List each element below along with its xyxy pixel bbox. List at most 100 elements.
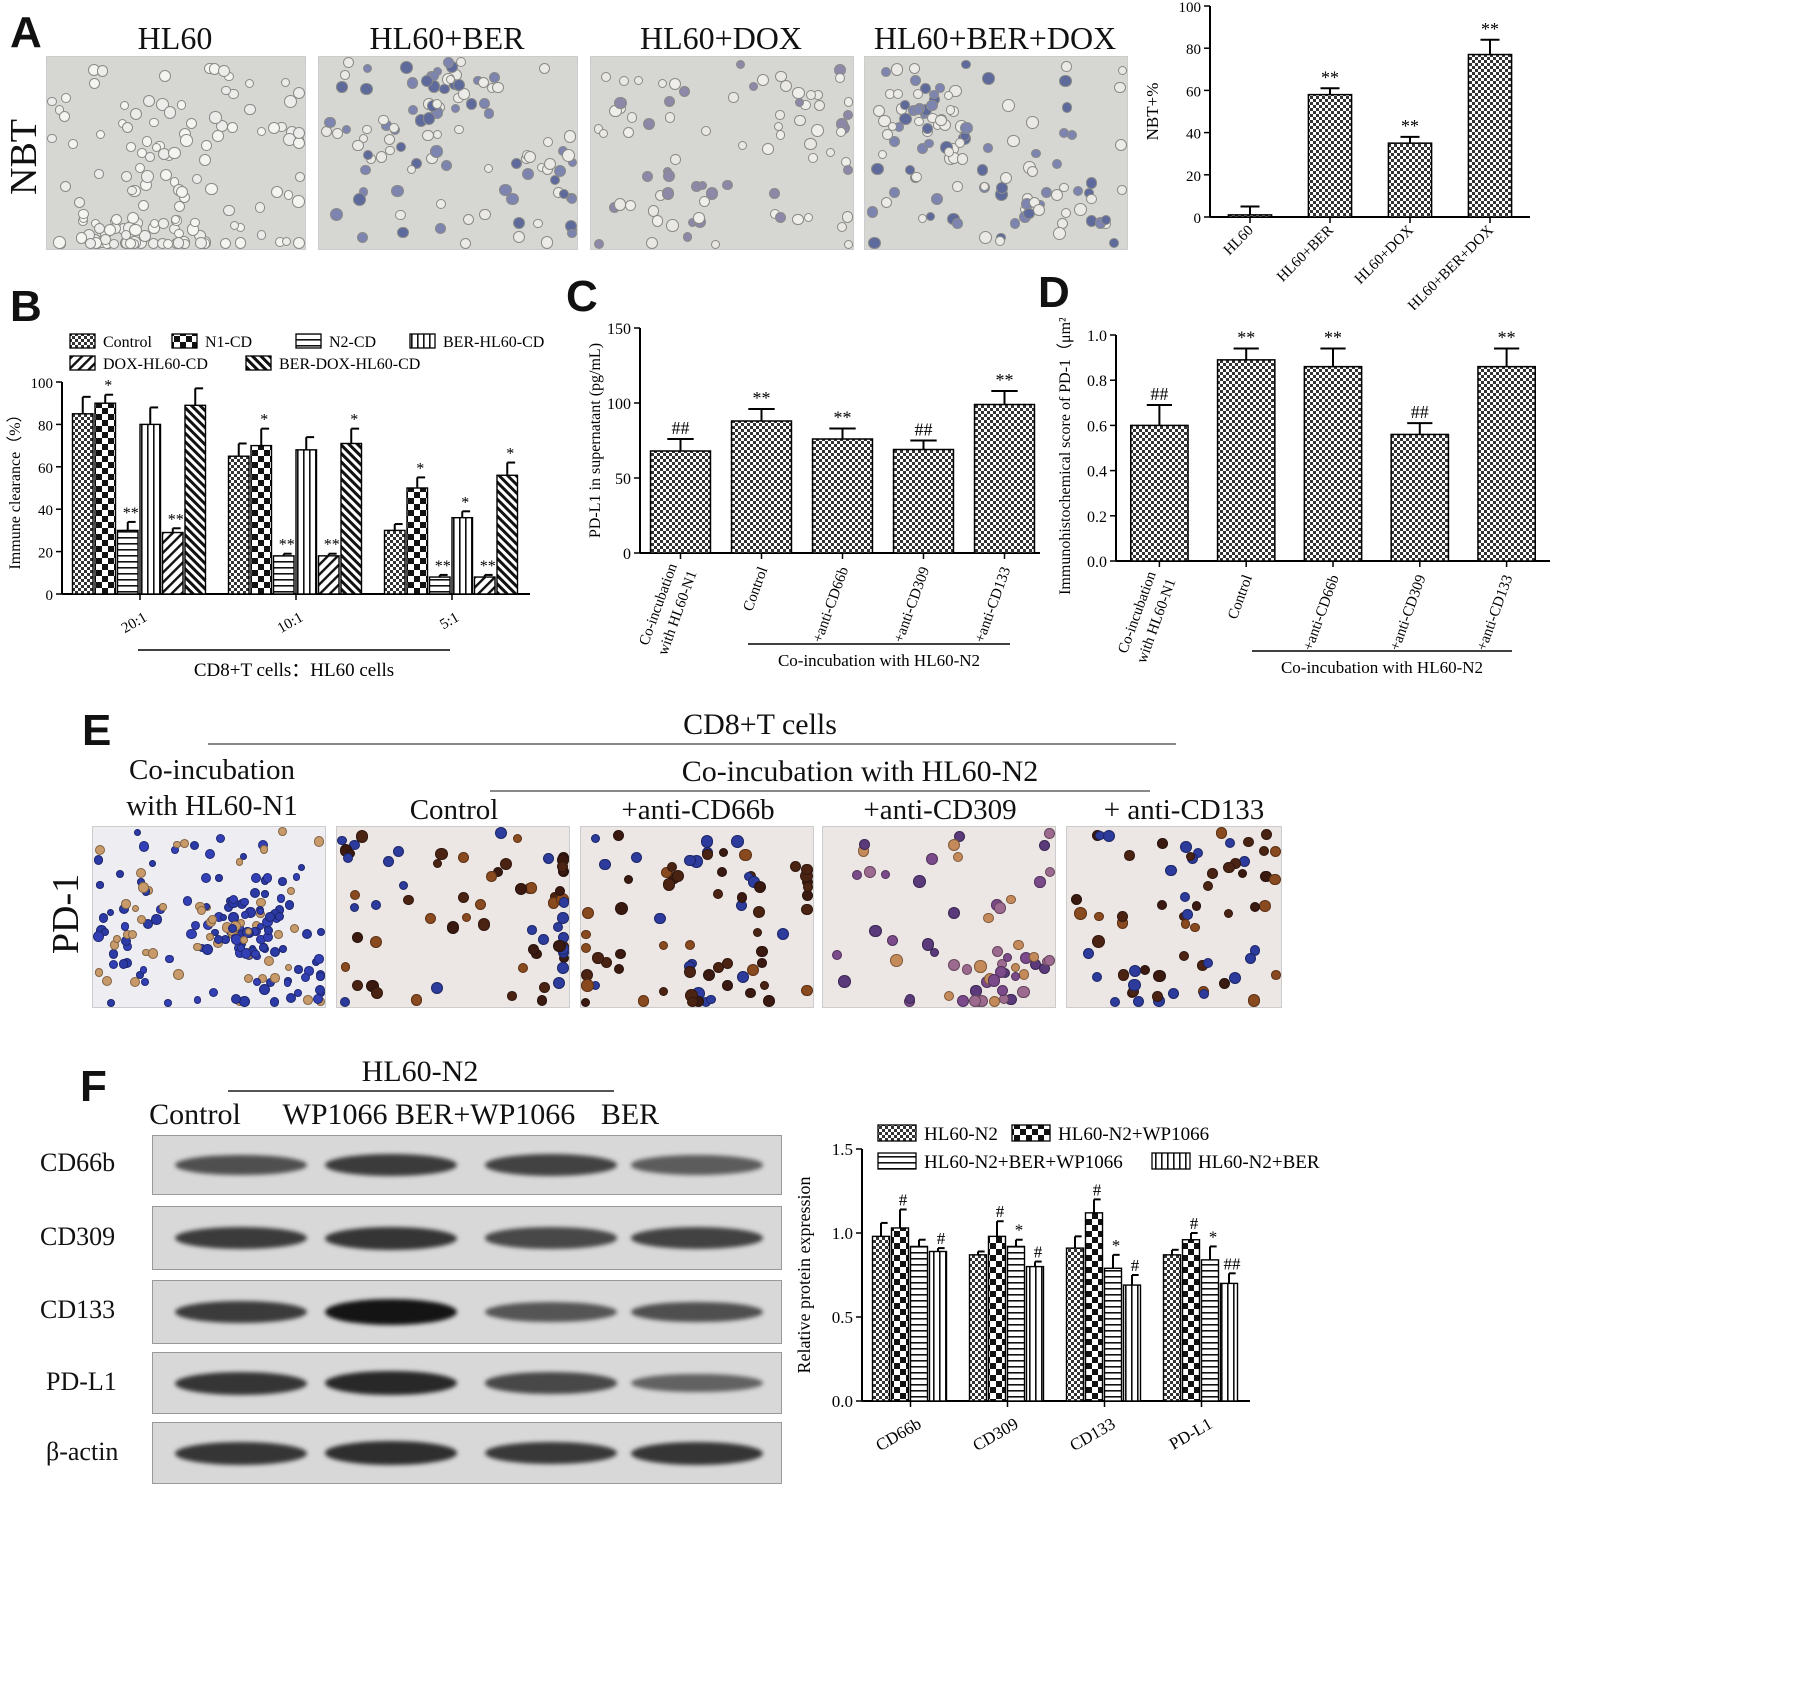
cell — [141, 169, 155, 183]
cell — [955, 138, 966, 149]
significance-label: # — [1034, 1243, 1043, 1262]
cell — [435, 847, 448, 861]
legend-swatch-hl60-n2-ber-wp1066 — [877, 1152, 917, 1170]
cell — [94, 844, 106, 855]
cell — [241, 910, 250, 919]
cell — [256, 907, 264, 916]
cell — [913, 116, 924, 127]
cell — [1118, 969, 1130, 981]
panel-label-f: F — [80, 1062, 107, 1111]
cell — [543, 157, 556, 170]
cell — [599, 858, 611, 870]
bar-anti-cd66b — [1303, 365, 1363, 562]
panel-label-a: A — [10, 8, 42, 57]
cell — [514, 883, 527, 896]
cell — [1033, 203, 1046, 216]
cell — [752, 928, 762, 938]
x-tick-label: PD-L1 — [1166, 1414, 1216, 1454]
legend-swatch-ber-hl60-cd — [409, 333, 436, 349]
cell — [683, 966, 696, 979]
cell — [801, 863, 813, 876]
cell — [952, 218, 963, 229]
e-subheader-line — [490, 790, 1150, 792]
cell — [983, 143, 993, 154]
cell — [1062, 102, 1073, 113]
cell — [1237, 868, 1248, 879]
cell — [912, 875, 926, 889]
cell — [120, 100, 130, 110]
bar-dox-hl60-cd-20-1 — [161, 531, 184, 595]
cell — [553, 939, 566, 953]
cell — [474, 898, 487, 910]
cell — [107, 998, 116, 1007]
cell — [780, 79, 793, 93]
cell — [1006, 894, 1017, 905]
cell — [282, 237, 292, 247]
y-tick-label: 100 — [1179, 0, 1202, 16]
cell — [136, 914, 146, 924]
x-tick-label: HL60+DOX — [1352, 222, 1417, 287]
cell — [952, 851, 963, 863]
significance-label: ## — [1150, 384, 1168, 404]
bar-control-5-1 — [383, 529, 406, 595]
cell — [983, 913, 994, 924]
cell — [643, 117, 655, 130]
cell — [262, 872, 273, 883]
panel-label-b: B — [10, 282, 42, 331]
cell — [330, 208, 344, 222]
cell — [661, 187, 675, 200]
cell — [614, 96, 627, 110]
cell — [1151, 991, 1163, 1002]
cell — [96, 881, 104, 889]
cell — [536, 995, 548, 1006]
cell — [661, 867, 672, 879]
cell — [431, 982, 444, 995]
y-tick-label: 150 — [607, 321, 631, 338]
bar-n2-cd-10-1 — [272, 555, 295, 595]
cell — [701, 125, 712, 136]
cell — [93, 930, 104, 942]
cell — [1009, 218, 1021, 229]
cell — [375, 151, 388, 164]
cell — [162, 238, 173, 249]
y-tick-label: 100 — [607, 396, 631, 413]
cell — [131, 904, 140, 912]
cell — [521, 167, 534, 180]
significance-label: # — [1190, 1214, 1199, 1233]
cell — [882, 129, 893, 140]
cell — [226, 121, 238, 133]
cell — [756, 73, 769, 86]
x-tick-label: HL60 — [1221, 223, 1257, 259]
cell — [662, 878, 676, 891]
cell — [826, 147, 836, 157]
cell — [229, 895, 239, 905]
cell — [422, 112, 436, 125]
cell — [961, 59, 971, 70]
cell — [433, 859, 443, 869]
cell — [563, 130, 577, 144]
cell — [435, 198, 446, 210]
cell — [103, 223, 116, 237]
cell — [904, 993, 916, 1005]
cell — [852, 869, 863, 881]
cell — [804, 213, 814, 223]
cell — [245, 79, 255, 89]
y-tick-label: 0.5 — [832, 1308, 853, 1327]
cell — [718, 848, 728, 858]
cell — [96, 65, 109, 77]
significance-label: ## — [1411, 402, 1429, 422]
cell — [768, 187, 780, 199]
cell — [737, 970, 749, 983]
cell — [658, 940, 669, 951]
bar-hl60-n2-ber-wp1066-pd-l1 — [1200, 1259, 1220, 1402]
cell — [110, 213, 123, 226]
cell — [1040, 186, 1053, 199]
cell — [754, 880, 767, 893]
cell — [343, 57, 354, 68]
cell — [446, 921, 460, 934]
cell — [294, 965, 303, 974]
cell — [713, 888, 724, 899]
cell — [284, 900, 295, 911]
cell — [553, 165, 567, 178]
